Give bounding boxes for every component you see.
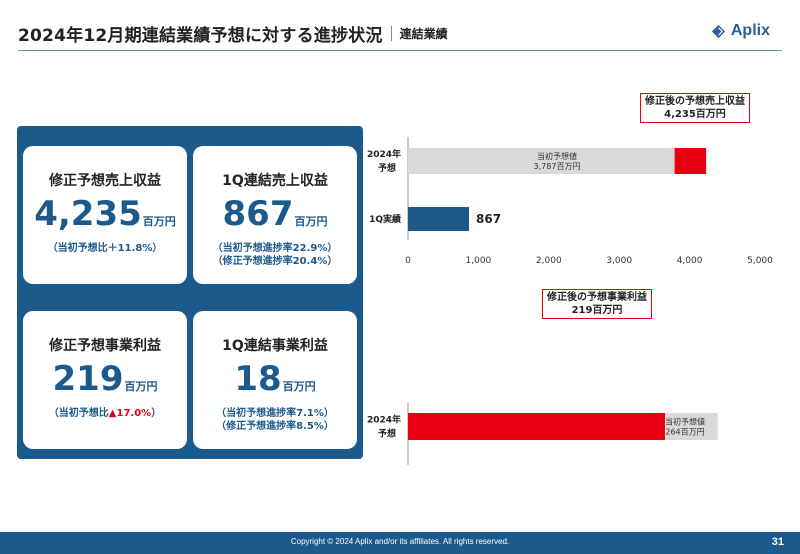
category-label: 2024年 [367,414,401,426]
q1-actual-value-label: 867 [476,212,501,226]
kpi-value-row: 18百万円 [193,359,357,407]
kpi-value: 18 [234,359,282,399]
kpi-note-text: （修正予想進捗率20.4%） [212,256,338,267]
category-label: 2024年 [367,148,401,160]
kpi-note-text: ） [151,408,162,419]
profit-bar-chart: 当初予想値264百万円182024年予想1Q実績0100200300 [367,402,718,465]
kpi-card-q1-profit: 1Q連結事業利益 18百万円 （当初予想進捗率7.1%） （修正予想進捗率8.5… [193,311,357,449]
initial-forecast-value: 264百万円 [665,428,704,437]
kpi-card-revised-revenue: 修正予想売上収益 4,235百万円 （当初予想比＋11.8%） [23,146,187,284]
category-label: 予想 [378,162,396,174]
kpi-value: 867 [222,194,294,234]
profit-chart: 当初予想値264百万円182024年予想1Q実績0100200300 修正後の予… [365,285,800,465]
x-tick-label: 3,000 [606,256,632,266]
kpi-value-row: 219百万円 [23,359,187,407]
kpi-note-text: （当初予想進捗率7.1%） [216,408,334,419]
kpi-note: （当初予想進捗率7.1%） [193,407,357,420]
copyright-text: Copyright © 2024 Aplix and/or its affili… [290,537,510,546]
header-divider [18,50,782,51]
slide-header: 2024年12月期連結業績予想に対する進捗状況 連結業績 [18,18,448,48]
initial-forecast-bar [408,148,675,174]
x-tick-label: 0 [405,256,411,266]
revised-forecast-bar [408,413,665,440]
kpi-note: （当初予想比▲17.0%） [23,407,187,420]
kpi-note-text: （修正予想進捗率8.5%） [216,421,334,432]
kpi-note: （修正予想進捗率20.4%） [193,255,357,268]
kpi-label: 1Q連結事業利益 [222,338,328,354]
x-tick-label: 1,000 [466,256,492,266]
kpi-value-row: 4,235百万円 [23,194,187,242]
kpi-label: 1Q連結売上収益 [222,173,328,189]
x-tick-label: 2,000 [536,256,562,266]
callout-line: 修正後の予想事業利益 [547,292,647,303]
kpi-card-revised-profit: 修正予想事業利益 219百万円 （当初予想比▲17.0%） [23,311,187,449]
kpi-note: （当初予想比＋11.8%） [23,242,187,255]
page-number: 31 [771,536,784,548]
footer-bar: Copyright © 2024 Aplix and/or its affili… [0,532,800,554]
slide-subtitle: 連結業績 [399,26,448,41]
profit-callout: 修正後の予想事業利益 219百万円 [542,289,652,319]
callout-value: 219百万円 [571,305,623,316]
kpi-note: （修正予想進捗率8.5%） [193,420,357,433]
kpi-note-text: （当初予想比 [48,408,109,419]
kpi-card-q1-revenue: 1Q連結売上収益 867百万円 （当初予想進捗率22.9%） （修正予想進捗率2… [193,146,357,284]
q1-actual-bar [408,207,470,231]
callout-line: 修正後の予想売上収益 [645,96,745,107]
x-tick-label: 5,000 [747,256,773,266]
title-separator [390,25,392,41]
kpi-unit: 百万円 [142,215,176,228]
kpi-note-highlight: ▲17.0% [108,408,152,419]
kpi-value: 219 [52,359,124,399]
category-label: 予想 [378,428,396,440]
kpi-label: 修正予想事業利益 [49,338,161,354]
kpi-unit: 百万円 [294,215,328,228]
revenue-callout: 修正後の予想売上収益 4,235百万円 [640,93,750,123]
x-tick-label: 4,000 [677,256,703,266]
callout-value: 4,235百万円 [664,109,726,120]
category-label: 1Q実績 [369,213,401,225]
charts-area: 当初予想値 3,787百万円 867 2024年 予想 1Q実績 0 1,000 2,000 3,… [365,85,800,465]
initial-forecast-label: 当初予想値 [537,151,577,161]
kpi-label: 修正予想売上収益 [49,173,161,189]
initial-forecast-value: 3,787百万円 [534,162,581,171]
revenue-chart: 当初予想値 3,787百万円 867 2024年予想 1Q実績 0 1,000 2,000 3,… [365,85,800,270]
kpi-note: （当初予想進捗率22.9%） [193,242,357,255]
slide-title: 2024年12月期連結業績予想に対する進捗状況 [18,25,383,46]
kpi-unit: 百万円 [282,380,316,393]
diamond-logo-icon [711,24,725,38]
kpi-value-row: 867百万円 [193,194,357,242]
kpi-value: 4,235 [34,194,142,234]
kpi-unit: 百万円 [124,380,158,393]
kpi-note-text: （当初予想進捗率22.9%） [212,243,338,254]
kpi-panel: 修正予想売上収益 4,235百万円 （当初予想比＋11.8%） 1Q連結売上収益… [17,126,363,459]
kpi-note-text: （当初予想比＋11.8%） [47,243,163,254]
initial-forecast-label: 当初予想値 [665,417,705,427]
logo-text: Aplix [730,22,770,39]
aplix-logo: Aplix [711,22,770,40]
